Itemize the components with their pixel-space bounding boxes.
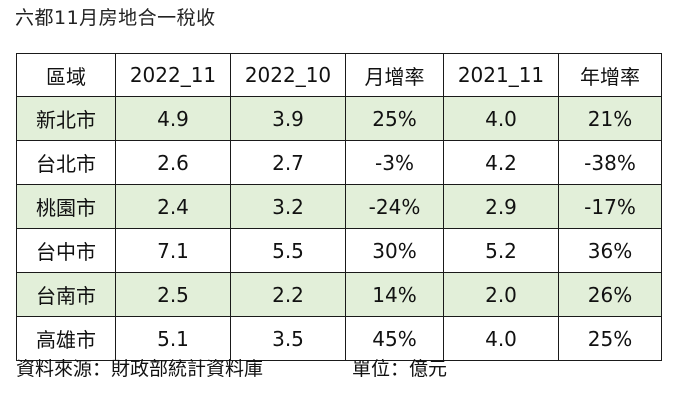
unit-note: 單位：億元 (352, 358, 448, 380)
cell-mom-growth: 30% (345, 228, 444, 273)
cell-2022-11: 4.9 (115, 96, 231, 141)
tax-revenue-table: 區域 2022_11 2022_10 月增率 2021_11 年增率 新北市 4… (16, 53, 662, 361)
cell-mom-growth: 25% (345, 96, 444, 141)
cell-2022-10: 5.5 (230, 228, 346, 273)
cell-region: 台南市 (16, 272, 116, 317)
table-header-row: 區域 2022_11 2022_10 月增率 2021_11 年增率 (16, 53, 662, 97)
cell-region: 台北市 (16, 140, 116, 185)
cell-2022-10: 2.2 (230, 272, 346, 317)
table-row: 台中市 7.1 5.5 30% 5.2 36% (16, 228, 662, 273)
cell-2021-11: 4.0 (443, 316, 559, 361)
header-2021-11: 2021_11 (443, 53, 559, 97)
cell-2022-10: 3.5 (230, 316, 346, 361)
header-region: 區域 (16, 53, 116, 97)
table-row: 台南市 2.5 2.2 14% 2.0 26% (16, 272, 662, 317)
cell-region: 桃園市 (16, 184, 116, 229)
table-footer: 資料來源：財政部統計資料庫 單位：億元 (16, 356, 447, 382)
source-note: 資料來源：財政部統計資料庫 (16, 358, 264, 380)
cell-yoy-growth: -17% (558, 184, 662, 229)
cell-mom-growth: 14% (345, 272, 444, 317)
cell-2021-11: 2.0 (443, 272, 559, 317)
cell-yoy-growth: 26% (558, 272, 662, 317)
cell-mom-growth: -3% (345, 140, 444, 185)
cell-yoy-growth: 21% (558, 96, 662, 141)
cell-2022-11: 2.6 (115, 140, 231, 185)
cell-mom-growth: 45% (345, 316, 444, 361)
table-row: 桃園市 2.4 3.2 -24% 2.9 -17% (16, 184, 662, 229)
cell-2022-11: 2.4 (115, 184, 231, 229)
cell-2021-11: 4.0 (443, 96, 559, 141)
header-yoy-growth: 年增率 (558, 53, 662, 97)
page-title: 六都11月房地合一稅收 (15, 7, 216, 29)
cell-yoy-growth: 36% (558, 228, 662, 273)
cell-yoy-growth: -38% (558, 140, 662, 185)
cell-2022-11: 5.1 (115, 316, 231, 361)
cell-2022-10: 3.9 (230, 96, 346, 141)
cell-mom-growth: -24% (345, 184, 444, 229)
cell-region: 台中市 (16, 228, 116, 273)
cell-region: 高雄市 (16, 316, 116, 361)
cell-2022-11: 7.1 (115, 228, 231, 273)
header-2022-11: 2022_11 (115, 53, 231, 97)
cell-2021-11: 2.9 (443, 184, 559, 229)
cell-2022-10: 2.7 (230, 140, 346, 185)
cell-2022-11: 2.5 (115, 272, 231, 317)
table-row: 新北市 4.9 3.9 25% 4.0 21% (16, 96, 662, 141)
cell-yoy-growth: 25% (558, 316, 662, 361)
cell-2021-11: 5.2 (443, 228, 559, 273)
table-row: 高雄市 5.1 3.5 45% 4.0 25% (16, 316, 662, 361)
header-mom-growth: 月增率 (345, 53, 444, 97)
table-row: 台北市 2.6 2.7 -3% 4.2 -38% (16, 140, 662, 185)
cell-2021-11: 4.2 (443, 140, 559, 185)
cell-2022-10: 3.2 (230, 184, 346, 229)
cell-region: 新北市 (16, 96, 116, 141)
header-2022-10: 2022_10 (230, 53, 346, 97)
